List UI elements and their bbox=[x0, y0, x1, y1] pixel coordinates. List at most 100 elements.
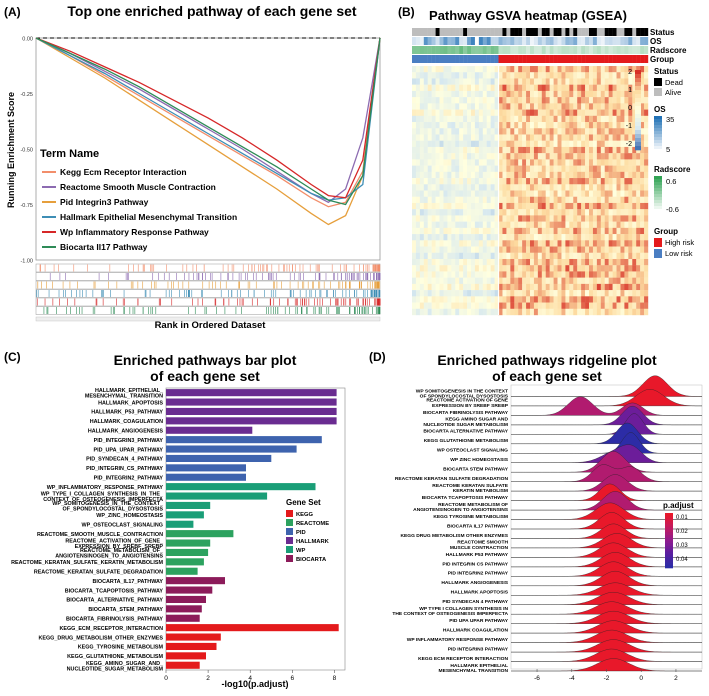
heatmap-cell bbox=[592, 227, 598, 235]
heatmap-cell bbox=[427, 78, 432, 85]
heatmap-cell bbox=[533, 265, 539, 272]
heatmap-cell bbox=[612, 215, 617, 222]
gene-set-legend-swatch bbox=[286, 555, 293, 562]
heatmap-cell bbox=[510, 171, 515, 179]
heatmap-cell bbox=[632, 302, 637, 309]
heatmap-cell bbox=[537, 283, 542, 291]
heatmap-cell bbox=[596, 78, 601, 85]
heatmap-cell bbox=[510, 221, 515, 229]
heatmap-cell bbox=[600, 215, 605, 222]
heatmap-cell bbox=[427, 215, 432, 222]
heatmap-cell bbox=[596, 265, 601, 272]
heatmap-cell bbox=[435, 153, 440, 160]
heatmap-cell bbox=[537, 84, 542, 92]
os-legend-swatch bbox=[654, 116, 662, 120]
p-adjust-legend-swatch bbox=[665, 521, 673, 525]
heatmap-cell bbox=[569, 277, 574, 285]
ridge-category-label: BIOCARTA TCAPOPTOSIS PATHWAY bbox=[422, 495, 509, 501]
heatmap-cell bbox=[565, 146, 570, 154]
heatmap-cell bbox=[522, 215, 527, 222]
heatmap-cell bbox=[423, 66, 428, 73]
legend-label: Pid Integrin3 Pathway bbox=[60, 197, 149, 207]
heatmap-cell bbox=[518, 240, 523, 247]
annotation-cell bbox=[644, 37, 649, 45]
heatmap-cell bbox=[423, 97, 428, 104]
heatmap-cell bbox=[427, 153, 432, 160]
heatmap-cell bbox=[561, 140, 566, 148]
bar-category-label-line: WP_ZINC_HOMEOSTASIS bbox=[96, 513, 163, 519]
annotation-cell bbox=[636, 28, 641, 36]
heatmap-cell bbox=[415, 140, 421, 148]
heatmap-cell bbox=[596, 146, 601, 154]
bar-category-label: REACTOME_ACTIVATION_OF_GENE_ EXPRESSION_B… bbox=[65, 539, 164, 551]
heatmap-cell bbox=[640, 221, 645, 229]
annotation-cell bbox=[632, 28, 637, 36]
heatmap-cell bbox=[608, 202, 613, 210]
annotation-cell bbox=[486, 28, 491, 36]
heatmap-cell bbox=[537, 190, 542, 197]
heatmap-cell bbox=[451, 122, 456, 129]
heatmap-cell bbox=[494, 103, 499, 110]
heatmap-cell bbox=[632, 115, 637, 123]
heatmap-cell bbox=[628, 265, 633, 272]
heatmap-cell bbox=[439, 171, 444, 179]
heatmap-cell bbox=[541, 178, 546, 185]
heatmap-cell bbox=[518, 296, 523, 303]
heatmap-cell bbox=[431, 171, 436, 179]
heatmap-cell bbox=[510, 66, 515, 73]
annotation-cell bbox=[494, 55, 499, 63]
heatmap-cell bbox=[596, 66, 601, 73]
p-adjust-legend-swatch bbox=[665, 518, 673, 522]
heatmap-cell bbox=[600, 296, 605, 303]
heatmap-cell bbox=[581, 90, 586, 98]
heatmap-cell bbox=[498, 184, 503, 191]
heatmap-cell bbox=[482, 290, 487, 297]
heatmap-cell bbox=[620, 283, 625, 291]
bar-category-label: REACTOME_SMOOTH_MUSCLE_CONTRACTION bbox=[37, 532, 163, 538]
heatmap-cell bbox=[553, 165, 558, 173]
annotation-row-label: OS bbox=[650, 37, 662, 46]
heatmap-cell bbox=[608, 122, 613, 129]
heatmap-cell bbox=[463, 159, 468, 166]
heatmap-cell bbox=[478, 66, 483, 73]
heatmap-cell bbox=[569, 265, 574, 272]
heatmap-cell bbox=[518, 122, 523, 129]
heatmap-cell bbox=[415, 265, 421, 272]
radscore-legend-swatch bbox=[654, 194, 662, 198]
heatmap-cell bbox=[581, 171, 586, 179]
heatmap-cell bbox=[569, 308, 574, 316]
heatmap-cell bbox=[474, 290, 480, 297]
heatmap-cell bbox=[522, 115, 527, 123]
panel-a: (A) Top one enriched pathway of each gen… bbox=[0, 0, 390, 340]
heatmap-cell bbox=[522, 221, 527, 229]
heatmap-cell bbox=[533, 146, 539, 154]
ridge-category-label-line: KERATIN METABOLISM bbox=[453, 488, 508, 494]
heatmap-cell bbox=[412, 283, 417, 291]
heatmap-cell bbox=[474, 134, 480, 141]
heatmap-cell bbox=[620, 184, 625, 191]
annotation-cell bbox=[640, 55, 645, 63]
heatmap-cell bbox=[561, 109, 566, 116]
heatmap-cell bbox=[518, 202, 523, 210]
heatmap-cell bbox=[471, 277, 476, 285]
heatmap-cell bbox=[494, 196, 499, 204]
heatmap-cell bbox=[506, 140, 511, 148]
heatmap-cell bbox=[612, 97, 617, 104]
bar-category-label-line: KEGG_GLUTATHIONE_METABOLISM bbox=[67, 654, 163, 660]
heatmap-cell bbox=[443, 72, 448, 79]
heatmap-cell bbox=[490, 277, 495, 285]
heatmap-cell bbox=[592, 296, 598, 303]
heatmap-cell bbox=[632, 109, 637, 116]
heatmap-cell bbox=[474, 165, 480, 173]
heatmap-cell bbox=[459, 202, 464, 210]
heatmap-cell bbox=[490, 215, 495, 222]
heatmap-cell bbox=[620, 97, 625, 104]
annotation-cell bbox=[526, 55, 531, 63]
heatmap-cell bbox=[600, 184, 605, 191]
heatmap-cell bbox=[573, 140, 578, 148]
heatmap-cell bbox=[518, 146, 523, 154]
heatmap-cell bbox=[443, 84, 448, 92]
heatmap-cell bbox=[604, 171, 609, 179]
heatmap-cell bbox=[471, 308, 476, 316]
heatmap-cell bbox=[439, 103, 444, 110]
